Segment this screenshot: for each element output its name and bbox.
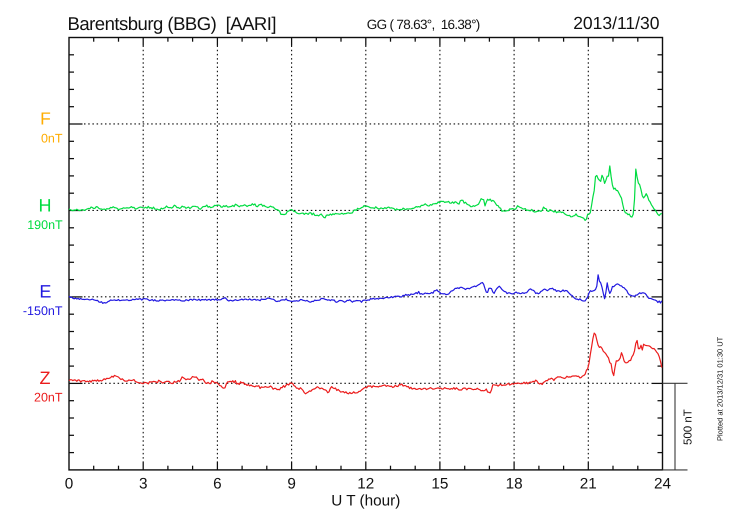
svg-text:F: F (40, 108, 51, 128)
svg-text:500 nT: 500 nT (683, 409, 695, 445)
svg-text:15: 15 (431, 476, 448, 493)
svg-text:12: 12 (357, 476, 374, 493)
svg-text:18: 18 (506, 476, 523, 493)
svg-text:GG ( 78.63°, 16.38°): GG ( 78.63°, 16.38°) (367, 17, 480, 32)
svg-text:0nT: 0nT (41, 131, 63, 145)
svg-text:-150nT: -150nT (23, 304, 63, 318)
svg-text:Barentsburg (BBG) [AARI]: Barentsburg (BBG) [AARI] (68, 13, 277, 34)
svg-text:H: H (39, 196, 52, 216)
svg-text:Z: Z (40, 368, 51, 388)
svg-text:E: E (39, 282, 51, 302)
svg-text:24: 24 (654, 476, 672, 493)
svg-text:190nT: 190nT (27, 218, 63, 232)
svg-text:20nT: 20nT (34, 391, 63, 405)
svg-text:0: 0 (65, 476, 74, 493)
svg-text:U T (hour): U T (hour) (331, 493, 400, 510)
svg-text:3: 3 (139, 476, 148, 493)
svg-text:2013/11/30: 2013/11/30 (573, 13, 660, 33)
svg-text:6: 6 (213, 476, 222, 493)
svg-text:9: 9 (287, 476, 296, 493)
svg-text:21: 21 (580, 476, 597, 493)
svg-text:Plotted at 2013/12/31 01:30 UT: Plotted at 2013/12/31 01:30 UT (716, 336, 725, 441)
